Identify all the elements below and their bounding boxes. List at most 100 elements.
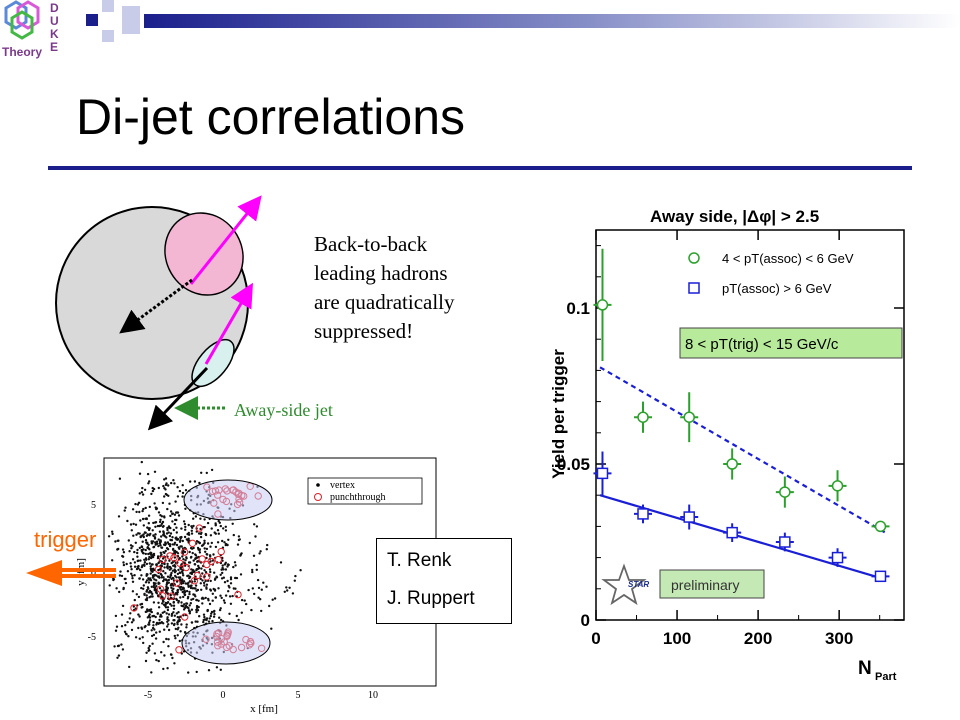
vertex-dot (152, 585, 156, 589)
vertex-dot (170, 604, 173, 607)
vertex-dot (210, 610, 214, 614)
punchthrough-dot (195, 524, 204, 532)
vertex-dot (139, 559, 142, 562)
series-1-point (596, 299, 609, 311)
vertex-dot (141, 551, 145, 555)
vertex-dot (153, 573, 157, 577)
vertex-dot (147, 514, 151, 517)
vertex-dot (147, 522, 150, 525)
vertex-dot (189, 602, 192, 605)
vertex-dot (158, 582, 161, 585)
vertex-dot (187, 595, 190, 599)
vertex-dot (132, 522, 135, 526)
series-2-point (779, 536, 791, 548)
vertex-dot (209, 589, 213, 592)
vertex-dot (142, 641, 145, 645)
vertex-dot (162, 551, 165, 554)
vertex-dot (164, 604, 167, 607)
vertex-dot (219, 573, 222, 576)
vertex-dot (144, 548, 147, 552)
vertex-dot (188, 609, 191, 613)
vertex-dot (150, 585, 153, 588)
vertex-dot (184, 528, 187, 531)
vertex-dot (165, 579, 169, 582)
vertex-dot (160, 651, 163, 654)
vertex-dot (151, 642, 154, 645)
vertex-dot (141, 636, 144, 639)
caption-line: suppressed! (314, 319, 414, 343)
vertex-dot (161, 557, 165, 560)
vertex-dot (251, 587, 254, 590)
vertex-dot (199, 535, 203, 539)
vertex-dot (176, 623, 179, 626)
vertex-dot (148, 644, 151, 648)
series-2-point (874, 570, 887, 583)
vertex-dot (195, 606, 199, 610)
vertex-dot (121, 648, 125, 651)
vertex-dot (149, 610, 152, 613)
vertex-dot (266, 543, 269, 547)
vertex-dot (148, 480, 151, 483)
vertex-dot (164, 572, 167, 575)
vertex-dot (143, 626, 146, 629)
vertex-dot (151, 595, 154, 598)
vertex-dot (218, 521, 221, 524)
vertex-dot (142, 548, 145, 551)
vertex-dot (166, 562, 169, 566)
vertex-dot (214, 577, 217, 580)
punchthrough-dot (158, 592, 167, 600)
vertex-dot (214, 522, 217, 525)
vertex-dot (177, 576, 181, 579)
scatter-ytick: -5 (88, 632, 96, 643)
vertex-dot (204, 571, 208, 574)
vertex-dot (157, 511, 161, 514)
vertex-dot (200, 597, 204, 600)
vertex-dot (158, 568, 162, 571)
vertex-dot (178, 556, 181, 560)
vertex-dot (166, 667, 169, 670)
x-axis-label: N (858, 658, 872, 679)
vertex-dot (160, 535, 163, 538)
vertex-dot (138, 472, 142, 475)
vertex-dot (187, 533, 190, 536)
vertex-dot (136, 548, 139, 552)
vertex-dot (214, 545, 218, 549)
vertex-dot (189, 556, 193, 559)
series-2-point (637, 508, 649, 520)
vertex-dot (144, 659, 148, 663)
vertex-dot (234, 576, 237, 580)
trigger-label: trigger (34, 527, 97, 552)
vertex-dot (254, 535, 257, 538)
vertex-dot (211, 592, 214, 595)
vertex-dot (252, 554, 256, 557)
punchthrough-dot (190, 577, 199, 585)
vertex-dot (229, 578, 233, 581)
vertex-dot (189, 586, 193, 590)
vertex-dot (286, 589, 289, 592)
authors-box: T. Renk J. Ruppert (376, 538, 512, 624)
vertex-dot (139, 568, 142, 572)
series-2-point (683, 511, 695, 523)
punchthrough-dot (167, 592, 175, 600)
vertex-dot (203, 518, 206, 521)
vertex-dot (164, 483, 168, 487)
vertex-dot (148, 591, 152, 594)
vertex-dot (167, 542, 171, 546)
vertex-dot (178, 618, 181, 622)
vertex-dot (133, 598, 136, 602)
vertex-dot (135, 593, 138, 596)
vertex-dot (143, 488, 147, 491)
vertex-dot (224, 529, 228, 532)
vertex-dot (235, 614, 238, 618)
vertex-dot (218, 616, 221, 619)
vertex-dot (205, 618, 208, 622)
vertex-dot (188, 612, 191, 615)
vertex-dot (160, 576, 163, 579)
vertex-dot (169, 573, 173, 576)
trigger-range-annotation: 8 < pT(trig) < 15 GeV/c (685, 336, 839, 353)
vertex-dot (118, 590, 121, 594)
vertex-dot (195, 598, 198, 602)
vertex-dot (212, 553, 215, 556)
punchthrough-dot (173, 579, 181, 587)
vertex-dot (173, 513, 177, 516)
